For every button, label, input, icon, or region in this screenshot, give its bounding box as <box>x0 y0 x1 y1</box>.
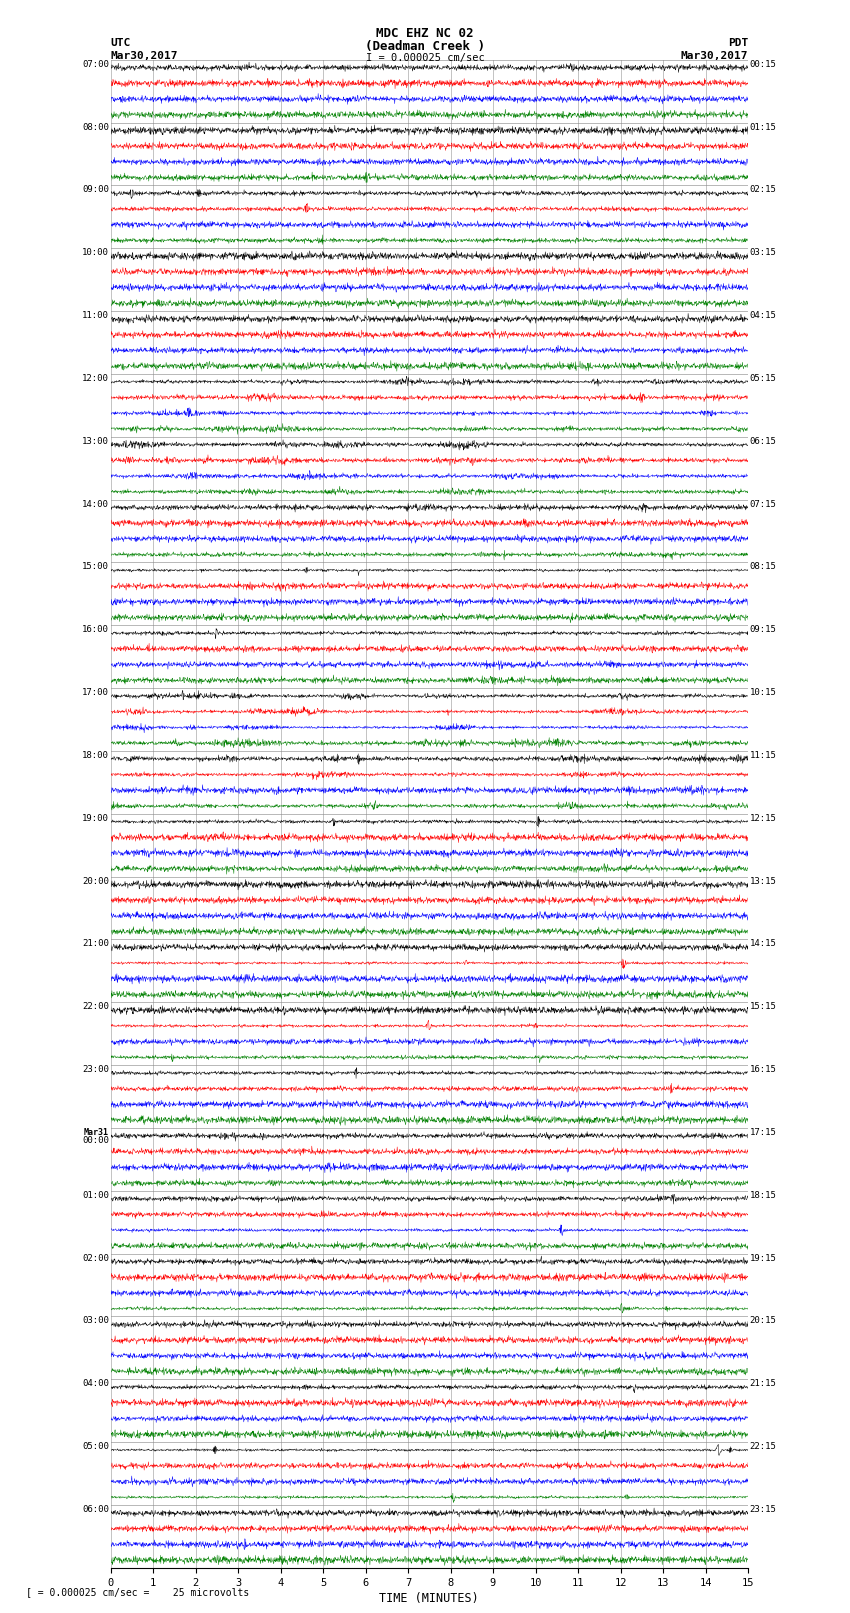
Text: 16:15: 16:15 <box>750 1065 776 1074</box>
Text: 11:15: 11:15 <box>750 752 776 760</box>
Text: 02:00: 02:00 <box>82 1253 109 1263</box>
Text: 23:15: 23:15 <box>750 1505 776 1515</box>
Text: Mar31: Mar31 <box>84 1127 109 1137</box>
Text: 13:00: 13:00 <box>82 437 109 445</box>
Text: 10:15: 10:15 <box>750 689 776 697</box>
Text: MDC EHZ NC 02: MDC EHZ NC 02 <box>377 27 473 40</box>
Text: 22:00: 22:00 <box>82 1002 109 1011</box>
Text: 05:15: 05:15 <box>750 374 776 382</box>
Text: 01:15: 01:15 <box>750 123 776 132</box>
Text: 00:00: 00:00 <box>82 1136 109 1145</box>
Text: 13:15: 13:15 <box>750 876 776 886</box>
Text: PDT: PDT <box>728 39 748 48</box>
Text: 08:00: 08:00 <box>82 123 109 132</box>
Text: 12:00: 12:00 <box>82 374 109 382</box>
Text: 10:00: 10:00 <box>82 248 109 256</box>
Text: 16:00: 16:00 <box>82 626 109 634</box>
Text: 19:00: 19:00 <box>82 815 109 823</box>
Text: 21:15: 21:15 <box>750 1379 776 1389</box>
Text: 01:00: 01:00 <box>82 1190 109 1200</box>
Text: 20:00: 20:00 <box>82 876 109 886</box>
Text: 14:00: 14:00 <box>82 500 109 508</box>
Text: 11:00: 11:00 <box>82 311 109 319</box>
Text: 22:15: 22:15 <box>750 1442 776 1452</box>
Text: 18:00: 18:00 <box>82 752 109 760</box>
Text: 15:00: 15:00 <box>82 563 109 571</box>
Text: 06:15: 06:15 <box>750 437 776 445</box>
Text: 23:00: 23:00 <box>82 1065 109 1074</box>
Text: 17:15: 17:15 <box>750 1127 776 1137</box>
Text: 03:15: 03:15 <box>750 248 776 256</box>
Text: 09:15: 09:15 <box>750 626 776 634</box>
Text: UTC: UTC <box>110 39 131 48</box>
Text: 20:15: 20:15 <box>750 1316 776 1326</box>
Text: 08:15: 08:15 <box>750 563 776 571</box>
Text: 06:00: 06:00 <box>82 1505 109 1515</box>
Text: 12:15: 12:15 <box>750 815 776 823</box>
Text: 17:00: 17:00 <box>82 689 109 697</box>
Text: (Deadman Creek ): (Deadman Creek ) <box>365 40 485 53</box>
Text: [ = 0.000025 cm/sec =    25 microvolts: [ = 0.000025 cm/sec = 25 microvolts <box>26 1587 249 1597</box>
Text: Mar30,2017: Mar30,2017 <box>681 52 748 61</box>
X-axis label: TIME (MINUTES): TIME (MINUTES) <box>379 1592 479 1605</box>
Text: 02:15: 02:15 <box>750 185 776 194</box>
Text: 04:15: 04:15 <box>750 311 776 319</box>
Text: 14:15: 14:15 <box>750 939 776 948</box>
Text: 04:00: 04:00 <box>82 1379 109 1389</box>
Text: 03:00: 03:00 <box>82 1316 109 1326</box>
Text: 00:15: 00:15 <box>750 60 776 69</box>
Text: Mar30,2017: Mar30,2017 <box>110 52 178 61</box>
Text: 07:15: 07:15 <box>750 500 776 508</box>
Text: 18:15: 18:15 <box>750 1190 776 1200</box>
Text: I = 0.000025 cm/sec: I = 0.000025 cm/sec <box>366 53 484 63</box>
Text: 15:15: 15:15 <box>750 1002 776 1011</box>
Text: 05:00: 05:00 <box>82 1442 109 1452</box>
Text: 19:15: 19:15 <box>750 1253 776 1263</box>
Text: 09:00: 09:00 <box>82 185 109 194</box>
Text: 21:00: 21:00 <box>82 939 109 948</box>
Text: 07:00: 07:00 <box>82 60 109 69</box>
